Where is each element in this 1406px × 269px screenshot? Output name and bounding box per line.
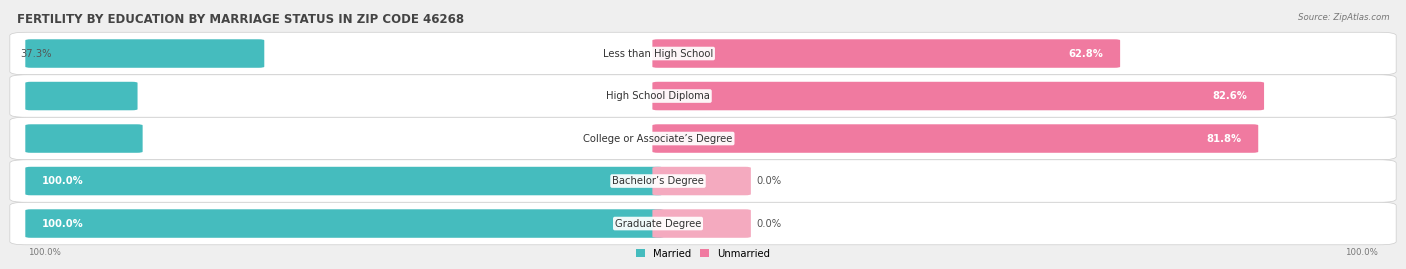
Text: College or Associate’s Degree: College or Associate’s Degree [583, 133, 733, 144]
Text: 0.0%: 0.0% [756, 218, 782, 229]
FancyBboxPatch shape [25, 124, 142, 153]
Text: Graduate Degree: Graduate Degree [614, 218, 702, 229]
Text: 100.0%: 100.0% [1346, 248, 1378, 257]
Text: 82.6%: 82.6% [1212, 91, 1247, 101]
FancyBboxPatch shape [652, 209, 751, 238]
FancyBboxPatch shape [10, 117, 1396, 160]
FancyBboxPatch shape [10, 75, 1396, 117]
FancyBboxPatch shape [10, 32, 1396, 75]
FancyBboxPatch shape [25, 209, 664, 238]
FancyBboxPatch shape [25, 39, 264, 68]
Text: 81.8%: 81.8% [1206, 133, 1241, 144]
Text: 100.0%: 100.0% [42, 176, 84, 186]
Text: 62.8%: 62.8% [1069, 48, 1104, 59]
FancyBboxPatch shape [652, 167, 751, 195]
Text: 0.0%: 0.0% [756, 176, 782, 186]
FancyBboxPatch shape [652, 124, 1258, 153]
Text: FERTILITY BY EDUCATION BY MARRIAGE STATUS IN ZIP CODE 46268: FERTILITY BY EDUCATION BY MARRIAGE STATU… [17, 13, 464, 26]
FancyBboxPatch shape [652, 39, 1121, 68]
Text: Bachelor’s Degree: Bachelor’s Degree [612, 176, 704, 186]
FancyBboxPatch shape [25, 82, 138, 110]
Text: 37.3%: 37.3% [21, 48, 52, 59]
Text: 100.0%: 100.0% [28, 248, 60, 257]
Text: Less than High School: Less than High School [603, 48, 713, 59]
Text: Source: ZipAtlas.com: Source: ZipAtlas.com [1298, 13, 1389, 22]
FancyBboxPatch shape [652, 82, 1264, 110]
Legend: Married, Unmarried: Married, Unmarried [633, 245, 773, 263]
Text: 100.0%: 100.0% [42, 218, 84, 229]
FancyBboxPatch shape [10, 202, 1396, 245]
Text: High School Diploma: High School Diploma [606, 91, 710, 101]
FancyBboxPatch shape [10, 160, 1396, 202]
FancyBboxPatch shape [25, 167, 664, 195]
